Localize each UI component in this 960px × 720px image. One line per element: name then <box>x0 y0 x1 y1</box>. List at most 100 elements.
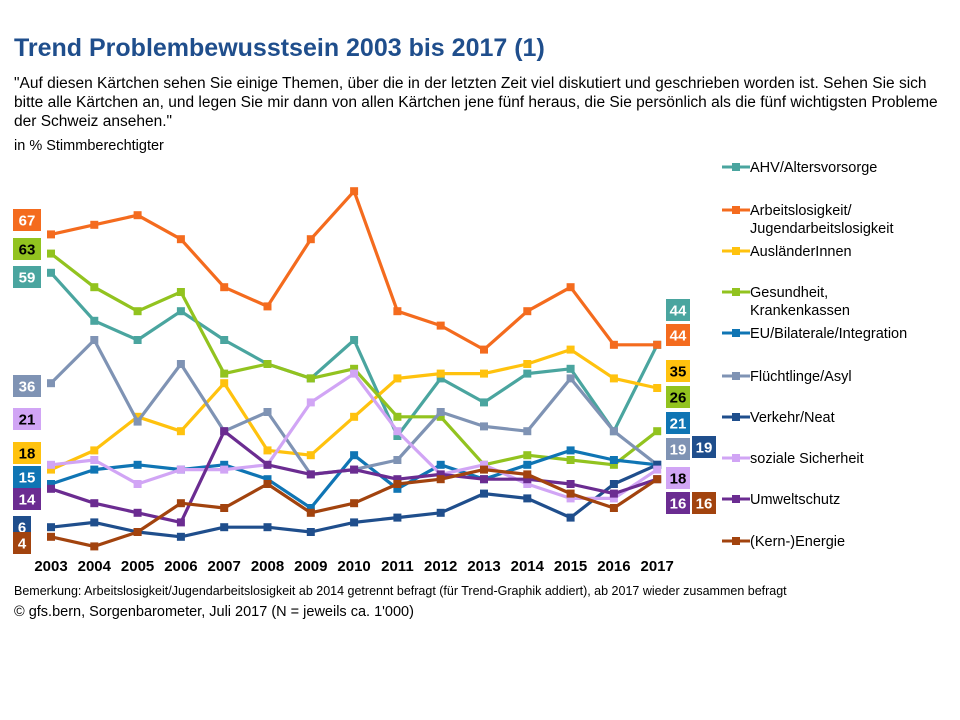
end-value-label: 21 <box>670 416 687 433</box>
x-axis-ticks: 2003 2004 2005 2006 2007 2008 2009 2010 2011 2012… <box>34 558 674 575</box>
data-point <box>350 364 359 373</box>
data-point <box>47 484 55 493</box>
start-value-label: 18 <box>19 446 36 463</box>
data-point <box>436 321 445 330</box>
label-box <box>13 532 31 554</box>
data-point <box>653 384 662 392</box>
data-point <box>393 475 402 484</box>
label-box <box>692 436 716 458</box>
data-point <box>480 345 488 354</box>
data-point <box>90 336 99 344</box>
data-point <box>436 412 445 421</box>
data-point <box>176 499 185 508</box>
start-value-label: 59 <box>19 270 36 287</box>
source-credit: © gfs.bern, Sorgenbarometer, Juli 2017 (… <box>14 604 414 620</box>
data-point <box>609 504 618 512</box>
data-point <box>350 465 359 474</box>
data-point <box>523 369 532 378</box>
data-point <box>220 427 229 436</box>
end-label-umweltschutz: 16 <box>666 492 690 514</box>
start-value-label: 67 <box>19 213 36 230</box>
end-value-label: 44 <box>670 303 687 320</box>
end-label-verkehr-neat: 19 <box>692 436 716 458</box>
label-box <box>13 266 41 288</box>
data-point <box>90 316 99 325</box>
start-label-flüchtlinge-asyl: 36 <box>13 375 41 397</box>
data-point <box>90 220 99 229</box>
data-point <box>566 489 575 498</box>
data-point <box>306 528 315 536</box>
data-point <box>393 374 402 383</box>
legend: AHV/Altersvorsorge Arbeitslosigkeit/Jugen… <box>722 160 907 550</box>
data-point <box>263 360 272 368</box>
data-point <box>609 480 618 488</box>
legend-label: AHV/Altersvorsorge <box>750 160 877 176</box>
start-label-arbeitslosigkeit-jugendarbeitslosigkeit: 67 <box>13 209 41 231</box>
end-label-ahv-altersvorsorge: 44 <box>666 299 690 321</box>
end-label-arbeitslosigkeit-jugendarbeitslosigkeit: 44 <box>666 324 690 346</box>
data-point <box>263 408 272 416</box>
data-point <box>436 508 445 517</box>
data-point <box>47 465 55 474</box>
label-box <box>13 466 41 488</box>
unit-label: in % Stimmberechtigter <box>14 138 164 154</box>
label-box <box>13 408 41 430</box>
legend-label: Arbeitslosigkeit/ <box>750 203 853 219</box>
data-point <box>393 432 402 440</box>
legend-label: Krankenkassen <box>750 303 850 319</box>
data-point <box>90 283 99 292</box>
x-tick-label: 2007 <box>208 558 241 575</box>
data-point <box>609 374 618 383</box>
legend-label: Umweltschutz <box>750 492 840 508</box>
data-point <box>263 523 272 532</box>
legend-item-gesundheit-krankenkassen: Gesundheit, Krankenkassen <box>722 285 850 319</box>
data-point <box>523 307 532 316</box>
end-label-soziale-sicherheit: 18 <box>666 467 690 489</box>
data-point <box>436 408 445 416</box>
legend-swatch-marker <box>732 329 740 337</box>
end-value-label: 44 <box>670 328 687 345</box>
label-box <box>666 386 690 408</box>
data-point <box>480 369 488 378</box>
label-box <box>666 438 690 460</box>
data-point <box>90 499 99 508</box>
data-point <box>47 249 55 258</box>
data-point <box>176 235 185 244</box>
x-tick-label: 2006 <box>164 558 197 575</box>
data-point <box>480 489 488 498</box>
data-point <box>220 460 229 469</box>
start-value-label: 63 <box>19 242 36 259</box>
data-point <box>566 345 575 354</box>
series-lines <box>47 187 662 551</box>
chart-note: Bemerkung: Arbeitslosigkeit/Jugendarbeit… <box>14 584 787 598</box>
data-point <box>350 336 359 344</box>
series-line-gesundheit-krankenkassen <box>50 252 659 467</box>
data-point <box>220 523 229 532</box>
legend-label: AusländerInnen <box>750 244 852 260</box>
label-box <box>666 299 690 321</box>
legend-item-ahv-altersvorsorge: AHV/Altersvorsorge <box>722 160 877 176</box>
legend-swatch-marker <box>732 206 740 214</box>
x-tick-label: 2011 <box>381 558 414 575</box>
end-value-label: 18 <box>670 471 687 488</box>
data-point <box>566 283 575 292</box>
legend-label: (Kern-)Energie <box>750 534 845 550</box>
data-point <box>306 374 315 383</box>
legend-item-ausländerinnen: AusländerInnen <box>722 244 852 260</box>
data-point <box>47 460 55 469</box>
x-tick-label: 2012 <box>424 558 457 575</box>
data-point <box>609 489 618 498</box>
data-point <box>350 412 359 421</box>
data-point <box>480 460 488 469</box>
data-point <box>47 532 55 541</box>
legend-item-flüchtlinge-asyl: Flüchtlinge/Asyl <box>722 369 852 385</box>
data-point <box>523 460 532 469</box>
data-point <box>566 374 575 383</box>
legend-swatch-marker <box>732 454 740 462</box>
start-label-ahv-altersvorsorge: 59 <box>13 266 41 288</box>
data-point <box>133 336 142 344</box>
series-line-umweltschutz <box>50 429 658 525</box>
series-gesundheit-krankenkassen <box>47 249 662 469</box>
data-point <box>350 369 359 378</box>
